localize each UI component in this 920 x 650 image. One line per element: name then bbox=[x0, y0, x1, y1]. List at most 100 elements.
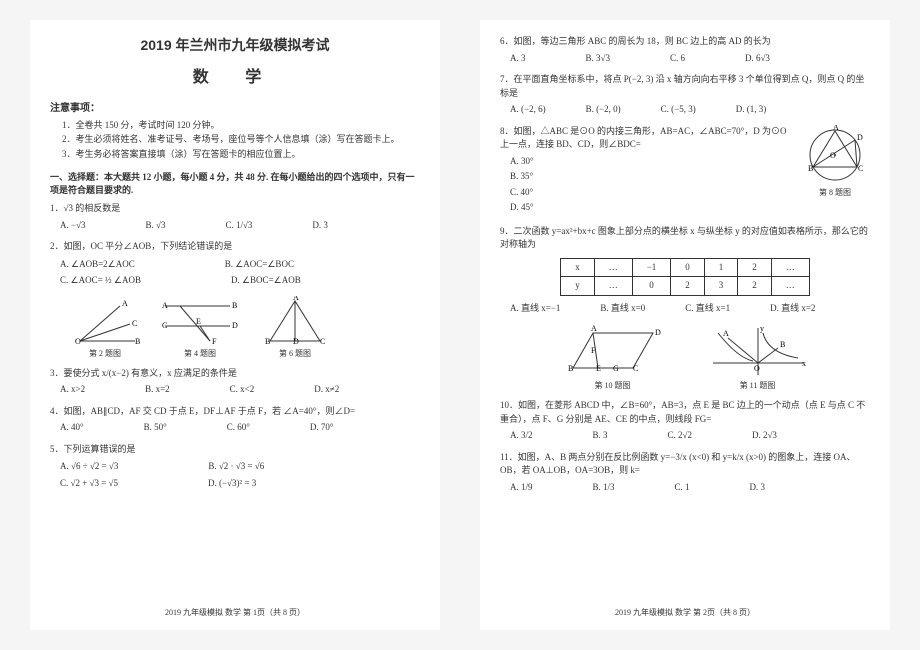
q-text: 4．如图，AB∥CD，AF 交 CD 于点 E，DF⊥AF 于点 F，若 ∠A=… bbox=[50, 405, 420, 419]
svg-text:A: A bbox=[591, 324, 597, 333]
figures-row: O A C B 第 2 题图 A B C D E F 第 4 题图 bbox=[70, 296, 420, 359]
table-cell: x bbox=[561, 258, 595, 277]
option-d: D. 45° bbox=[510, 201, 870, 215]
svg-text:B: B bbox=[808, 164, 813, 173]
svg-text:B: B bbox=[780, 340, 785, 349]
option-c: C. 1 bbox=[675, 481, 690, 495]
svg-text:E: E bbox=[196, 317, 201, 326]
svg-text:C: C bbox=[162, 321, 167, 330]
svg-text:C: C bbox=[858, 164, 863, 173]
svg-text:A: A bbox=[833, 125, 839, 132]
notice-item: 1．全卷共 150 分，考试时间 120 分钟。 bbox=[62, 118, 420, 132]
table-cell: 2 bbox=[738, 277, 772, 296]
question-9: 9．二次函数 y=ax²+bx+c 图象上部分点的横坐标 x 与纵坐标 y 的对… bbox=[500, 225, 870, 316]
option-d: D. 3 bbox=[750, 481, 766, 495]
option-d: D. 3 bbox=[312, 219, 328, 233]
q-text: 5．下列运算错误的是 bbox=[50, 443, 420, 457]
option-b: B. (−2, 0) bbox=[586, 103, 621, 117]
svg-text:C: C bbox=[132, 319, 137, 328]
q-text: 10．如图，在菱形 ABCD 中，∠B=60°，AB=3，点 E 是 BC 边上… bbox=[500, 399, 870, 426]
table-cell: 3 bbox=[704, 277, 738, 296]
table-cell: 0 bbox=[671, 258, 705, 277]
svg-text:B: B bbox=[265, 337, 270, 346]
option-c: C. 2√2 bbox=[668, 429, 692, 443]
svg-text:D: D bbox=[293, 337, 299, 346]
page-footer: 2019 九年级模拟 数学 第 1页（共 8 页） bbox=[30, 607, 440, 618]
svg-text:D: D bbox=[655, 328, 661, 337]
section-title: 一、选择题：本大题共 12 小题，每小题 4 分，共 48 分. 在每小题给出的… bbox=[50, 171, 420, 196]
figures-row-2: A D B C E F G 第 10 题图 A B O x bbox=[540, 323, 830, 391]
q-text: 7．在平面直角坐标系中，将点 P(−2, 3) 沿 x 轴方向向右平移 3 个单… bbox=[500, 73, 870, 100]
parallel-diagram-icon: A B C D E F bbox=[160, 296, 240, 346]
triangle-diagram-icon: A B C D bbox=[260, 296, 330, 346]
table-cell: 2 bbox=[738, 258, 772, 277]
table-row: y … 0 2 3 2 … bbox=[561, 277, 810, 296]
option-a: A. 40° bbox=[60, 421, 84, 435]
figure-6: A B C D 第 6 题图 bbox=[260, 296, 330, 359]
fig-label: 第 10 题图 bbox=[595, 380, 631, 391]
question-8: A D B C O 第 8 题图 8．如图，△ABC 是⊙O 的内接三角形，AB… bbox=[500, 125, 870, 217]
option-d: D. 2√3 bbox=[752, 429, 777, 443]
svg-text:E: E bbox=[596, 364, 601, 373]
svg-text:C: C bbox=[320, 337, 325, 346]
option-c: C. √2 + √3 = √5 bbox=[60, 477, 118, 491]
svg-text:A: A bbox=[723, 329, 729, 338]
option-a: A. −√3 bbox=[60, 219, 86, 233]
page-1: 2019 年兰州市九年级模拟考试 数 学 注意事项： 1．全卷共 150 分，考… bbox=[30, 20, 440, 630]
option-d: D. x≠2 bbox=[314, 383, 339, 397]
svg-text:y: y bbox=[760, 324, 764, 333]
question-3: 3．要使分式 x/(x−2) 有意义，x 应满足的条件是 A. x>2 B. x… bbox=[50, 367, 420, 397]
option-c: C. ∠AOC= ½ ∠AOB bbox=[60, 274, 141, 288]
option-c: C. x<2 bbox=[230, 383, 255, 397]
option-a: A. ∠AOB=2∠AOC bbox=[60, 258, 135, 272]
option-a: A. x>2 bbox=[60, 383, 85, 397]
table-cell: … bbox=[771, 258, 809, 277]
table-cell: −1 bbox=[632, 258, 671, 277]
figure-2: O A C B 第 2 题图 bbox=[70, 296, 140, 359]
svg-text:D: D bbox=[857, 133, 863, 142]
question-4: 4．如图，AB∥CD，AF 交 CD 于点 E，DF⊥AF 于点 F，若 ∠A=… bbox=[50, 405, 420, 435]
figure-4: A B C D E F 第 4 题图 bbox=[160, 296, 240, 359]
option-d: D. (−√3)² = 3 bbox=[208, 477, 256, 491]
option-a: A. 3/2 bbox=[510, 429, 533, 443]
svg-text:C: C bbox=[633, 364, 638, 373]
svg-text:G: G bbox=[613, 364, 619, 373]
question-5: 5．下列运算错误的是 A. √6 ÷ √2 = √3 B. √2 · √3 = … bbox=[50, 443, 420, 491]
notice-title: 注意事项： bbox=[50, 99, 420, 114]
question-11: 11．如图，A、B 两点分别在反比例函数 y=−3/x (x<0) 和 y=k/… bbox=[500, 451, 870, 495]
option-c: C. 1/√3 bbox=[225, 219, 252, 233]
main-title: 2019 年兰州市九年级模拟考试 bbox=[50, 35, 420, 55]
table-cell: 1 bbox=[704, 258, 738, 277]
notice-item: 2．考生必须将姓名、准考证号、考场号，座位号等个人信息填（涂）写在答题卡上。 bbox=[62, 132, 420, 146]
data-table: x … −1 0 1 2 … y … 0 2 3 2 … bbox=[560, 258, 810, 296]
svg-text:O: O bbox=[75, 337, 81, 346]
question-6: 6．如图，等边三角形 ABC 的周长为 18，则 BC 边上的高 AD 的长为 … bbox=[500, 35, 870, 65]
option-b: B. 50° bbox=[144, 421, 167, 435]
q-text: 11．如图，A、B 两点分别在反比例函数 y=−3/x (x<0) 和 y=k/… bbox=[500, 451, 870, 478]
option-b: B. √3 bbox=[146, 219, 166, 233]
table-cell: … bbox=[771, 277, 809, 296]
option-b: B. √2 · √3 = √6 bbox=[208, 460, 264, 474]
svg-text:A: A bbox=[162, 301, 168, 310]
option-a: A. 3 bbox=[510, 52, 526, 66]
option-b: B. ∠AOC=∠BOC bbox=[225, 258, 294, 272]
table-cell: y bbox=[561, 277, 595, 296]
q-text: 9．二次函数 y=ax²+bx+c 图象上部分点的横坐标 x 与纵坐标 y 的对… bbox=[500, 225, 870, 252]
question-1: 1．√3 的相反数是 A. −√3 B. √3 C. 1/√3 D. 3 bbox=[50, 202, 420, 232]
option-c: C. 直线 x=1 bbox=[685, 302, 730, 316]
option-a: A. 直线 x=−1 bbox=[510, 302, 560, 316]
q-text: 3．要使分式 x/(x−2) 有意义，x 应满足的条件是 bbox=[50, 367, 420, 381]
option-a: A. 1/9 bbox=[510, 481, 533, 495]
option-b: B. 3 bbox=[593, 429, 608, 443]
svg-text:F: F bbox=[591, 346, 596, 355]
option-d: D. 直线 x=2 bbox=[770, 302, 815, 316]
option-d: D. 6√3 bbox=[745, 52, 770, 66]
option-b: B. 直线 x=0 bbox=[600, 302, 645, 316]
page-footer: 2019 九年级模拟 数学 第 2页（共 8 页） bbox=[480, 607, 890, 618]
option-a: A. √6 ÷ √2 = √3 bbox=[60, 460, 118, 474]
option-a: A. (−2, 6) bbox=[510, 103, 546, 117]
question-10: 10．如图，在菱形 ABCD 中，∠B=60°，AB=3，点 E 是 BC 边上… bbox=[500, 399, 870, 443]
fig-label: 第 11 题图 bbox=[740, 380, 776, 391]
hyperbola-diagram-icon: A B O x y bbox=[708, 323, 808, 378]
fig-label: 第 4 题图 bbox=[184, 348, 216, 359]
